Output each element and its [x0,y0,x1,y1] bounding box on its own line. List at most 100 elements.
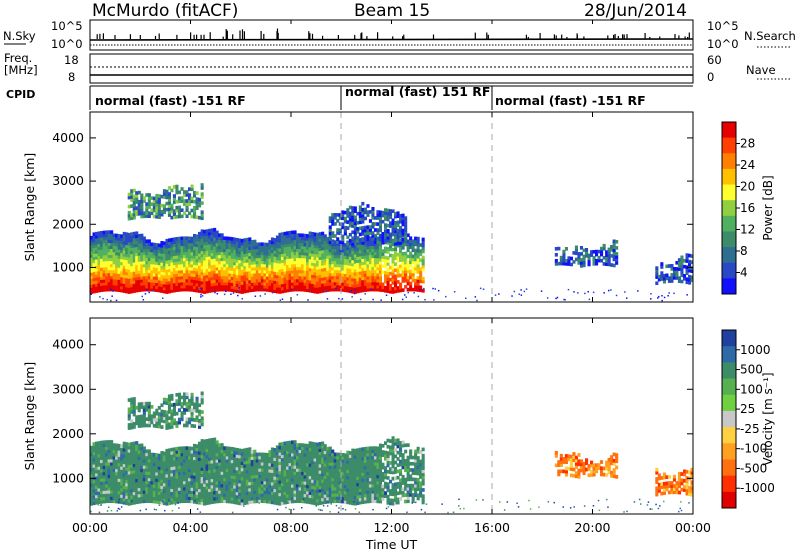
power-cell [260,260,264,265]
power-cell [378,251,382,256]
velocity-cell [167,451,171,456]
velocity-cell [97,484,101,489]
power-cell [331,213,335,217]
velocity-cell [250,468,254,473]
velocity-cell [311,451,315,455]
velocity-cell [263,483,267,488]
power-cell [361,238,365,242]
power-cell [125,244,129,249]
power-cell [245,237,249,242]
power-cell [414,242,418,247]
power-cell [160,209,164,214]
velocity-cell [205,442,209,446]
power-cell [97,252,101,257]
power-cell [273,271,277,275]
power-cell [190,242,194,247]
power-speckle [223,293,226,296]
velocity-cell [97,487,101,492]
velocity-cell [288,471,292,476]
velocity-cell [296,499,300,503]
power-cell [213,264,217,268]
power-cell [250,273,254,277]
power-cell [283,280,287,284]
velocity-cell [167,473,171,477]
velocity-cell [306,443,310,448]
power-cell [132,215,136,220]
power-cell [391,275,395,279]
power-cell [270,246,274,251]
velocity-cell [235,454,239,458]
power-cell [190,288,194,292]
power-cell [157,258,161,263]
power-cell [185,236,189,240]
velocity-cell [170,479,174,483]
power-cell [92,262,96,267]
power-cell [296,248,300,253]
power-cell [127,269,131,273]
velocity-cell [122,441,126,446]
power-cell [577,261,581,265]
power-cell [409,269,413,274]
power-cell [240,247,244,252]
power-cell [238,280,242,285]
velocity-cell [321,457,325,461]
power-cell [127,284,131,288]
power-cell [205,268,209,273]
power-cell [363,246,367,250]
power-cell [243,271,247,276]
velocity-cell [102,496,106,501]
velocity-cell [183,471,187,475]
velocity-cell [218,462,222,466]
velocity-cell [245,488,249,492]
power-cell [177,190,181,195]
power-cell [260,245,264,250]
power-cell [363,279,367,283]
power-cell [155,285,159,289]
velocity-cell [122,479,126,483]
velocity-cell [215,471,219,476]
power-cell [341,254,345,259]
velocity-cell [107,458,111,463]
power-cell [283,243,287,248]
velocity-cell [132,454,136,458]
velocity-cell [260,461,264,466]
power-cell [90,263,94,267]
velocity-cell [220,468,224,472]
power-cell [102,254,106,259]
power-cell [208,259,212,263]
power-cell [172,282,176,287]
power-cell [308,240,312,245]
velocity-cell [180,499,184,504]
velocity-cell [273,488,277,493]
velocity-cell [213,446,217,451]
velocity-cell [326,474,330,479]
power-cell [200,253,204,258]
power-cell [210,231,214,235]
power-cell [183,245,187,249]
velocity-cell [303,487,307,491]
velocity-cell [120,466,124,470]
velocity-cell [100,450,104,454]
velocity-cell [238,457,242,462]
velocity-cell [110,465,114,469]
velocity-cell [160,497,164,502]
power-cell [263,269,267,274]
velocity-cell [105,462,109,466]
velocity-cell [92,473,96,478]
velocity-cell [265,474,269,479]
power-cell [361,211,365,215]
power-cell [373,284,377,289]
velocity-cell [288,450,292,454]
power-cell [172,249,176,254]
velocity-cell [321,475,325,480]
velocity-cell [275,473,279,478]
power-cell [409,275,413,280]
velocity-cell [210,462,214,467]
power-cell [152,251,156,256]
power-cell [142,199,146,203]
power-cell [399,231,403,235]
velocity-cell [240,461,244,465]
velocity-cell [213,499,217,504]
velocity-cell [311,501,315,505]
power-cell [218,284,222,289]
